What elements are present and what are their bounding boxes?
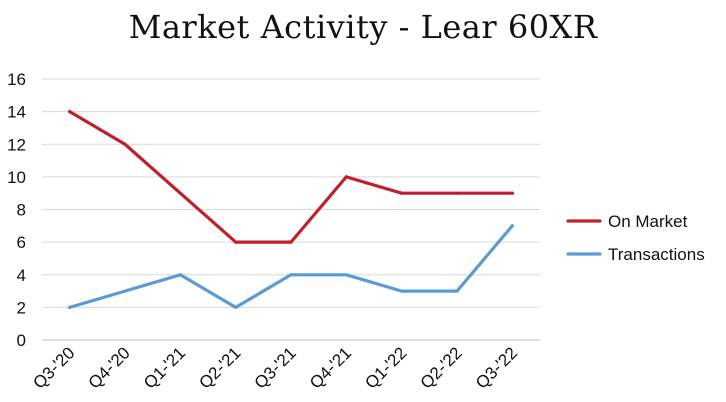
x-tick-label: Q2-'22	[417, 343, 466, 392]
data-point	[123, 142, 127, 146]
data-point	[344, 175, 348, 179]
y-tick-label: 4	[17, 266, 26, 285]
legend-label: Transactions	[608, 245, 705, 264]
y-tick-label: 10	[7, 168, 26, 187]
series-line-transactions	[68, 224, 514, 309]
data-point	[400, 191, 404, 195]
data-point	[455, 191, 459, 195]
data-point	[400, 289, 404, 293]
x-tick-label: Q3-'22	[472, 343, 521, 392]
x-tick-label: Q1-'22	[361, 343, 410, 392]
x-tick-label: Q3-'20	[29, 343, 78, 392]
data-point	[289, 273, 293, 277]
data-point	[178, 273, 182, 277]
data-point	[234, 305, 238, 309]
data-point	[178, 191, 182, 195]
y-tick-label: 12	[7, 135, 26, 154]
chart-title: Market Activity - Lear 60XR	[128, 8, 598, 46]
data-point	[123, 289, 127, 293]
data-point	[455, 289, 459, 293]
data-point	[289, 240, 293, 244]
x-tick-label: Q1-'21	[140, 343, 189, 392]
data-point	[68, 305, 72, 309]
y-tick-label: 6	[17, 233, 26, 252]
data-point	[68, 110, 72, 114]
data-point	[344, 273, 348, 277]
x-tick-label: Q4-'20	[85, 343, 134, 392]
data-point	[234, 240, 238, 244]
data-point	[510, 191, 514, 195]
y-tick-label: 14	[7, 103, 26, 122]
data-point	[510, 224, 514, 228]
y-tick-label: 0	[17, 331, 26, 350]
x-tick-label: Q2-'21	[195, 343, 244, 392]
x-tick-label: Q3-'21	[251, 343, 300, 392]
y-tick-label: 2	[17, 298, 26, 317]
y-tick-label: 8	[17, 201, 26, 220]
x-tick-label: Q4-'21	[306, 343, 355, 392]
y-tick-label: 16	[7, 70, 26, 89]
legend-label: On Market	[608, 212, 688, 231]
